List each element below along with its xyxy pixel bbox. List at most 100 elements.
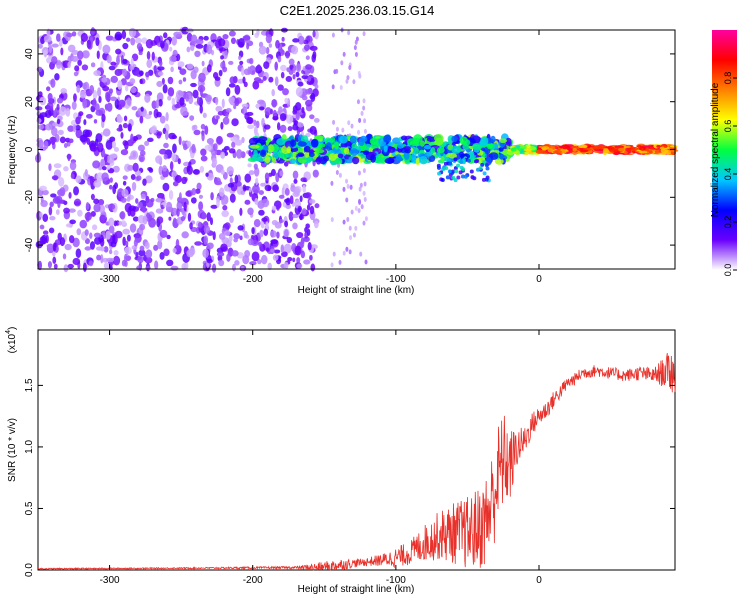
spectrogram-cell <box>63 264 69 273</box>
spectrogram-cell <box>547 148 553 153</box>
spectrogram-cell <box>108 217 115 227</box>
spectrogram-cell <box>76 228 82 236</box>
spectrogram-cell <box>179 97 185 106</box>
spectrogram-cell <box>290 139 297 147</box>
spectrogram-cell <box>181 231 189 239</box>
snr-x-tick-label: -200 <box>243 575 263 586</box>
spectrogram-cell <box>154 260 159 270</box>
spectrogram-cell <box>280 244 285 253</box>
spectrogram-cell <box>362 31 366 37</box>
spectrogram-cell <box>93 70 102 77</box>
spectrogram-cell <box>48 227 55 234</box>
spectrogram-cell <box>220 151 226 159</box>
spectrogram-cell <box>252 80 260 90</box>
spectrogram-cell <box>330 136 336 143</box>
spectrogram-cell <box>423 145 431 150</box>
spectrogram-cell <box>301 106 305 114</box>
spectrogram-cell <box>76 50 84 60</box>
spectrogram-cell <box>163 248 170 257</box>
spectrogram-cell <box>639 146 646 151</box>
spectrogram-cell <box>307 242 312 251</box>
spectrogram-cell <box>297 152 305 158</box>
spectrogram-cell <box>292 170 299 180</box>
spectrogram-cell <box>193 129 201 136</box>
spectrogram-cell <box>105 35 114 41</box>
spectrogram-cell <box>66 32 73 38</box>
spectrogram-cell <box>145 71 150 78</box>
spectrogram-cell <box>311 53 316 63</box>
spectrogram-cell <box>186 46 191 53</box>
spectrogram-cell <box>359 182 363 188</box>
spectrogram-cell <box>292 73 296 80</box>
spectrogram-cell <box>354 51 358 57</box>
spectrogram-cell <box>247 163 252 168</box>
spectrogram-cell <box>113 147 119 153</box>
spectrogram-cell <box>39 212 43 218</box>
spectrogram-cell <box>360 110 364 116</box>
spectrogram-cell <box>285 114 294 124</box>
spectrogram-cell <box>519 145 528 149</box>
spectrogram-cell <box>48 206 53 216</box>
spectrogram-cell <box>272 184 279 192</box>
spectrogram-cell <box>120 220 126 226</box>
spectrogram-cell <box>276 231 280 239</box>
spectrogram-cell <box>59 136 66 144</box>
spectrogram-cell <box>301 95 308 101</box>
spectrogram-cell <box>58 177 65 187</box>
spectrogram-cell <box>269 230 277 238</box>
spectrogram-cell <box>330 180 334 186</box>
spectrogram-cell <box>160 40 165 49</box>
spectrogram-cell <box>669 145 678 148</box>
spectrogram-cell <box>297 122 304 128</box>
spectrogram-cell <box>485 166 490 171</box>
spectrogram-cell <box>95 103 100 112</box>
spectrogram-cell <box>71 55 79 62</box>
spectrogram-cell <box>51 127 58 137</box>
spectrogram-cell <box>247 66 251 76</box>
spectrogram-cell <box>155 155 163 164</box>
spectrogram-cell <box>102 44 111 54</box>
spectrogram-cell <box>257 259 262 265</box>
spectrogram-cell <box>244 173 252 183</box>
spectrogram-cell <box>247 238 254 246</box>
spectrogram-cell <box>301 208 307 216</box>
snr-line <box>37 352 676 571</box>
spectrogram-cell <box>163 142 169 149</box>
spectrogram-cell <box>292 109 298 115</box>
spectrogram-cell <box>140 193 146 200</box>
spectrogram-cell <box>153 64 157 75</box>
spectrogram-cell <box>118 220 122 226</box>
spectrogram-cell <box>182 143 188 151</box>
spectrogram-cell <box>144 241 150 250</box>
spectrogram-cell <box>271 157 277 163</box>
spectrogram-cell <box>284 220 289 228</box>
spectrogram-cell <box>147 137 154 143</box>
spectrogram-cell <box>224 222 231 230</box>
colorbar-tick-label: 0.0 <box>723 264 733 277</box>
spectrogram-cell <box>46 28 51 38</box>
spectrogram-cell <box>56 118 61 125</box>
spectrogram-cell <box>214 180 223 186</box>
spectrogram-cell <box>203 235 209 245</box>
spectrogram-cell <box>448 161 453 166</box>
spectrogram-cell <box>139 223 146 231</box>
spectrogram-cell <box>348 225 352 231</box>
spectrogram-cell <box>186 165 191 172</box>
spectrogram-cell <box>159 148 167 155</box>
spectrogram-cell <box>230 37 236 45</box>
spectrogram-cell <box>306 204 311 211</box>
spectrogram-cell <box>222 33 229 40</box>
spectrogram-cell <box>253 149 258 158</box>
colorbar-tick-label: 0.4 <box>723 168 733 181</box>
spectrogram-cell <box>287 126 293 132</box>
spectrogram-x-tick-label: -100 <box>386 274 406 285</box>
spectrogram-cell <box>282 88 289 96</box>
spectrogram-cell <box>310 138 319 148</box>
spectrogram-cell <box>132 216 139 222</box>
spectrogram-cell <box>358 186 362 192</box>
spectrogram-cell <box>145 249 153 259</box>
spectrogram-cell <box>190 70 197 80</box>
spectrogram-cell <box>52 256 57 264</box>
spectrogram-cell <box>51 43 59 48</box>
